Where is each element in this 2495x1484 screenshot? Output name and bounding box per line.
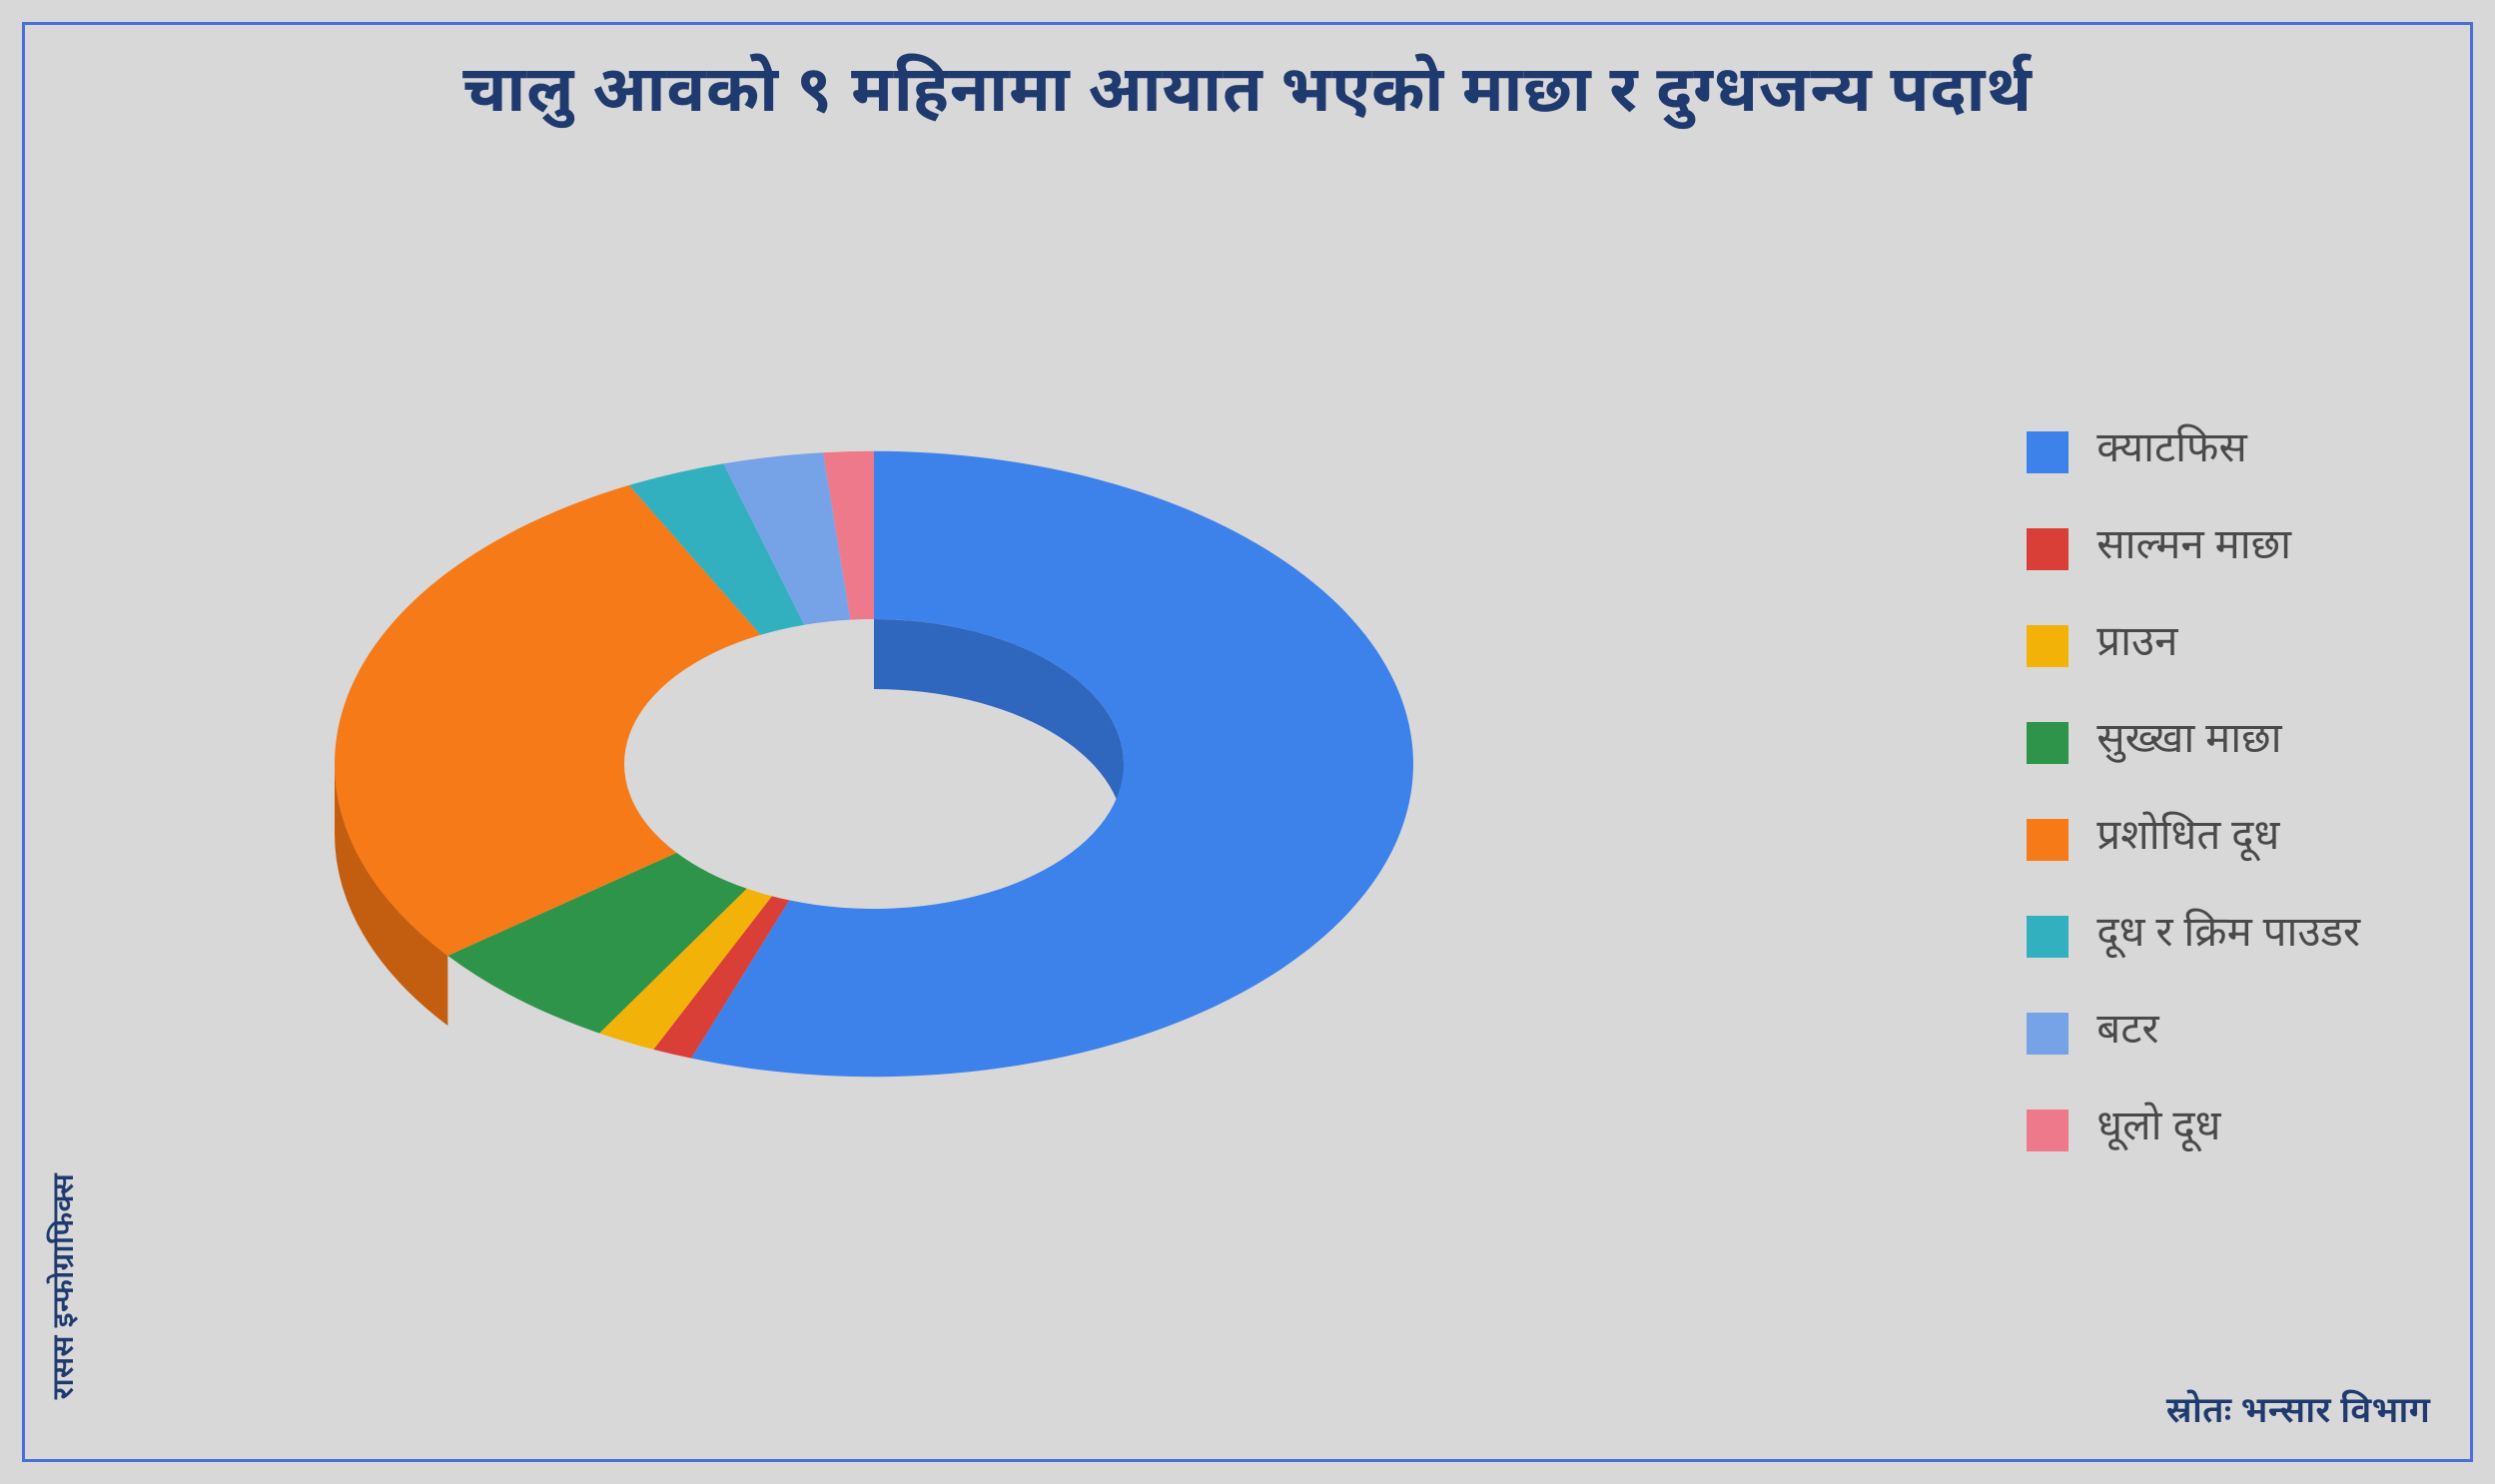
legend-item: धूलो दूध [2027,1103,2360,1157]
legend-swatch [2027,819,2069,861]
legend-item: प्राउन [2027,618,2360,673]
legend-swatch [2027,1013,2069,1055]
donut-chart [85,185,1783,1423]
legend-item: सुख्खा माछा [2027,715,2360,770]
source-label: स्रोतः भन्सार विभाग [2166,1390,2430,1437]
side-label: रासस इन्फोग्राफिक्स [47,1173,86,1399]
legend-swatch [2027,722,2069,764]
chart-title: चालु आवको ९ महिनामा आयात भएको माछा र दुग… [65,55,2430,138]
legend: क्याटफिस साल्मन माछा प्राउन सुख्खा माछा प्रश… [2027,424,2360,1157]
legend-item: साल्मन माछा [2027,521,2360,576]
legend-label: सुख्खा माछा [2096,715,2281,770]
legend-item: दूध र क्रिम पाउडर [2027,909,2360,964]
legend-label: प्राउन [2096,618,2177,673]
legend-label: प्रशोधित दूध [2096,812,2279,867]
legend-label: साल्मन माछा [2096,521,2291,576]
legend-swatch [2027,431,2069,473]
legend-item: बटर [2027,1006,2360,1061]
legend-swatch [2027,625,2069,667]
legend-swatch [2027,916,2069,958]
legend-label: धूलो दूध [2096,1103,2220,1157]
legend-label: क्याटफिस [2096,424,2247,479]
legend-label: दूध र क्रिम पाउडर [2096,909,2360,964]
legend-item: क्याटफिस [2027,424,2360,479]
legend-label: बटर [2096,1006,2158,1061]
legend-item: प्रशोधित दूध [2027,812,2360,867]
legend-swatch [2027,528,2069,570]
chart-frame: चालु आवको ९ महिनामा आयात भएको माछा र दुग… [22,22,2473,1462]
legend-swatch [2027,1110,2069,1151]
